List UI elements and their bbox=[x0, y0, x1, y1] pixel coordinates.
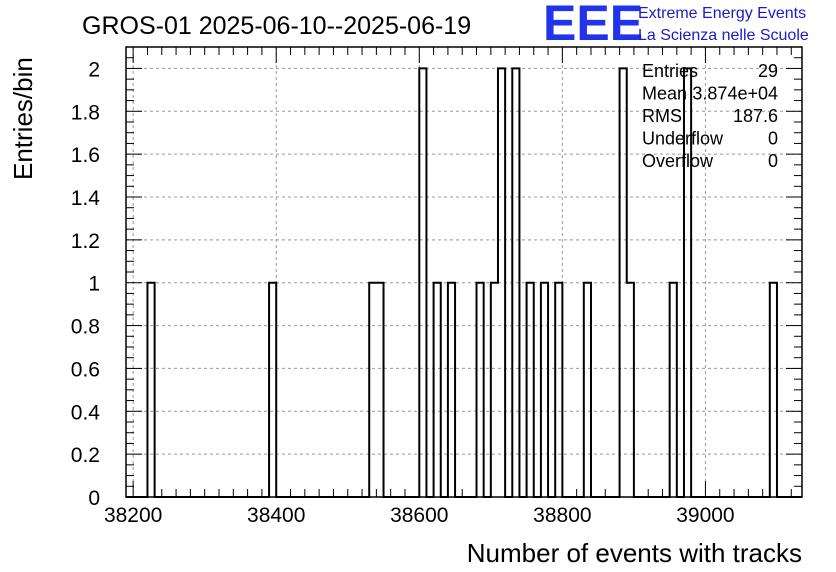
chart-title: GROS-01 2025-06-10--2025-06-19 bbox=[82, 12, 471, 40]
y-tick-labels: 0 0.2 0.4 0.6 0.8 1 1.2 1.4 1.6 1.8 2 bbox=[71, 58, 101, 510]
y-tick-label: 1.2 bbox=[71, 230, 100, 253]
logo-line-1: Extreme Energy Events bbox=[638, 5, 806, 22]
y-tick-label: 0.2 bbox=[71, 444, 100, 467]
stats-label: Entries bbox=[642, 61, 698, 81]
stats-label: Underflow bbox=[642, 129, 724, 149]
histogram-bin bbox=[627, 283, 634, 497]
stats-value: 0 bbox=[768, 129, 778, 149]
histogram-bin bbox=[670, 283, 677, 497]
plot-frame bbox=[125, 46, 803, 498]
x-tick-label: 38800 bbox=[533, 504, 591, 527]
stats-value: 0 bbox=[768, 151, 778, 171]
x-tick-label: 38600 bbox=[390, 504, 448, 527]
histogram-bin bbox=[770, 283, 777, 497]
x-axis-title: Number of events with tracks bbox=[467, 538, 802, 568]
y-tick-label: 0.4 bbox=[71, 401, 101, 424]
axis-ticks bbox=[126, 46, 802, 498]
logo-mark: EEE bbox=[543, 0, 643, 51]
y-tick-label: 0.6 bbox=[71, 358, 100, 381]
x-tick-label: 39000 bbox=[676, 504, 734, 527]
histogram-bin bbox=[491, 283, 498, 497]
y-axis-title: Entries/bin bbox=[8, 57, 38, 180]
y-tick-label: 1.6 bbox=[71, 144, 100, 167]
histogram-bin bbox=[527, 283, 534, 497]
histogram-bin bbox=[477, 283, 484, 497]
y-tick-label: 1.4 bbox=[71, 187, 101, 210]
histogram-bin bbox=[448, 283, 455, 497]
stats-value: 29 bbox=[758, 61, 778, 81]
stats-box: Entries 29 Mean 3.874e+04 RMS 187.6 Underflow 0… bbox=[642, 61, 778, 171]
histogram-bin bbox=[376, 283, 383, 497]
x-tick-label: 38400 bbox=[247, 504, 305, 527]
y-tick-label: 0.8 bbox=[71, 316, 100, 339]
stats-value: 187.6 bbox=[733, 106, 778, 126]
eee-logo: EEE Extreme Energy Events La Scienza nel… bbox=[543, 0, 809, 51]
stats-value: 3.874e+04 bbox=[692, 84, 778, 104]
y-tick-label: 1.8 bbox=[71, 101, 100, 124]
grid-lines bbox=[126, 47, 802, 497]
x-tick-labels: 38200 38400 38600 38800 39000 bbox=[104, 504, 735, 527]
histogram-bin bbox=[584, 283, 591, 497]
histogram-bin bbox=[555, 283, 562, 497]
y-tick-label: 2 bbox=[88, 58, 100, 81]
histogram-bin bbox=[369, 283, 376, 497]
stats-label: RMS bbox=[642, 106, 682, 126]
stats-label: Mean bbox=[642, 84, 687, 104]
stats-label: Overflow bbox=[642, 151, 714, 171]
histogram-bin bbox=[541, 283, 548, 497]
x-tick-label: 38200 bbox=[104, 504, 162, 527]
histogram-bin bbox=[269, 283, 276, 497]
y-tick-label: 0 bbox=[88, 487, 100, 510]
logo-line-2: La Scienza nelle Scuole bbox=[638, 27, 809, 44]
histogram-bin bbox=[147, 283, 154, 497]
histogram-bin bbox=[434, 283, 441, 497]
y-tick-label: 1 bbox=[88, 273, 100, 296]
